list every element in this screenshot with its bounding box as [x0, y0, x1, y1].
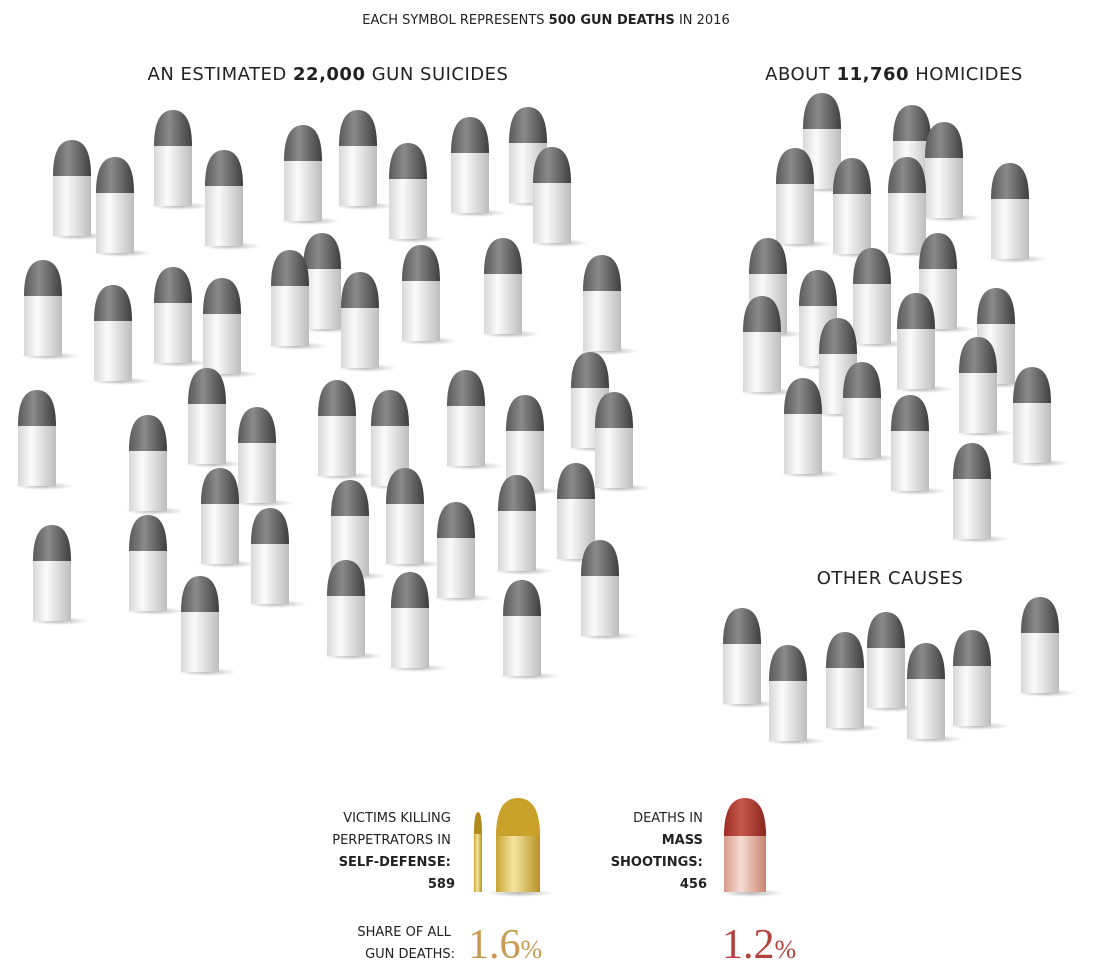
- other-title: OTHER CAUSES: [817, 568, 964, 589]
- title-number: 11,760: [837, 64, 909, 85]
- bullet: [480, 238, 540, 338]
- bullet: [887, 395, 947, 495]
- share-unit: %: [775, 935, 797, 964]
- label-number: 589: [428, 877, 455, 892]
- suicides-title: AN ESTIMATED 22,000 GUN SUICIDES: [148, 64, 509, 85]
- bullet: [1009, 367, 1069, 467]
- bullet: [839, 362, 899, 462]
- bullet: [201, 150, 261, 250]
- bullet: [829, 158, 889, 258]
- self-defense-label: VICTIMS KILLING PERPETRATORS IN SELF-DEF…: [332, 811, 455, 892]
- label-number: 456: [680, 877, 707, 892]
- bullet: [447, 117, 507, 217]
- label-line: PERPETRATORS IN: [332, 833, 451, 848]
- bullet: [280, 125, 340, 225]
- label-line: SHARE OF ALL: [357, 925, 451, 940]
- bullet: [177, 576, 237, 676]
- mass-shootings-share: 1.2%: [722, 922, 796, 964]
- bullet: [234, 407, 294, 507]
- bullet: [337, 272, 397, 372]
- label-line: DEATHS IN: [633, 811, 703, 826]
- mass-shootings-label: DEATHS IN MASS SHOOTINGS: 456: [611, 811, 707, 892]
- bullet: [314, 380, 374, 480]
- title-number: 22,000: [293, 64, 365, 85]
- gold-bullets: [474, 798, 554, 897]
- bullet: [247, 508, 307, 608]
- header-text: IN 2016: [675, 13, 730, 28]
- header-text: EACH SYMBOL REPRESENTS: [362, 13, 548, 28]
- homicides-title: ABOUT 11,760 HOMICIDES: [765, 64, 1023, 85]
- share-label: SHARE OF ALL GUN DEATHS:: [357, 925, 455, 962]
- bullet: [398, 245, 458, 345]
- share-unit: %: [521, 935, 543, 964]
- title-text: GUN SUICIDES: [365, 64, 508, 85]
- share-number: 1.2: [722, 922, 775, 964]
- bullet: [150, 110, 210, 210]
- bullet: [921, 122, 981, 222]
- bullet: [385, 143, 445, 243]
- bullet: [577, 540, 637, 640]
- header-bold: 500 GUN DEATHS: [549, 13, 675, 28]
- bullet: [949, 630, 1009, 730]
- bullet: [949, 443, 1009, 543]
- bullet: [382, 468, 442, 568]
- bullet: [92, 157, 152, 257]
- title-text: AN ESTIMATED: [148, 64, 294, 85]
- bullet: [987, 163, 1047, 263]
- bullet: [29, 525, 89, 625]
- bullet: [90, 285, 150, 385]
- bullet: [739, 296, 799, 396]
- bullet: [184, 368, 244, 468]
- bullet: [529, 147, 589, 247]
- bullet: [765, 645, 825, 745]
- title-text: ABOUT: [765, 64, 836, 85]
- red-bullet: [720, 798, 784, 897]
- bullet: [499, 580, 559, 680]
- title-text: HOMICIDES: [909, 64, 1023, 85]
- label-line: SELF-DEFENSE:: [339, 855, 451, 870]
- share-number: 1.6: [468, 922, 521, 964]
- label-line: MASS: [662, 833, 703, 848]
- bullet: [443, 370, 503, 470]
- bullet: [125, 515, 185, 615]
- bullet: [1017, 597, 1077, 697]
- bullet: [14, 390, 74, 490]
- bullet: [150, 267, 210, 367]
- bullet-field: [14, 93, 1077, 745]
- self-defense-share: 1.6%: [468, 922, 542, 964]
- bullet: [199, 278, 259, 378]
- bullet: [579, 255, 639, 355]
- label-line: GUN DEATHS:: [365, 947, 455, 962]
- label-line: VICTIMS KILLING: [343, 811, 451, 826]
- bullet: [20, 260, 80, 360]
- bullet: [591, 392, 651, 492]
- label-line: SHOOTINGS:: [611, 855, 703, 870]
- bullet: [433, 502, 493, 602]
- bullet: [125, 415, 185, 515]
- header: EACH SYMBOL REPRESENTS 500 GUN DEATHS IN…: [362, 13, 729, 28]
- bullet: [335, 110, 395, 210]
